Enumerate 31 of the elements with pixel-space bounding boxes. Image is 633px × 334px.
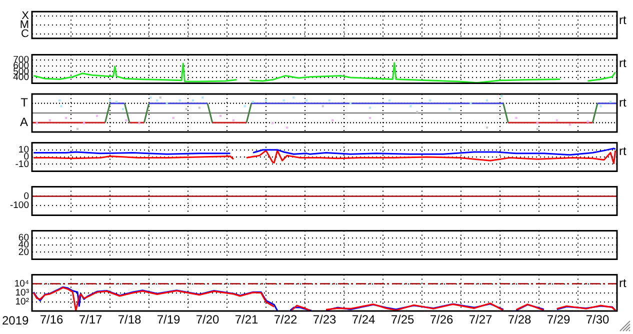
y-tick-label: 0 bbox=[24, 190, 29, 202]
text: rt bbox=[619, 144, 627, 158]
x-tick-label: 7/27 bbox=[468, 312, 492, 327]
x-tick-label: 7/30 bbox=[586, 312, 610, 327]
text: rt bbox=[619, 12, 627, 27]
x-tick-label: 7/17 bbox=[78, 312, 102, 327]
x-tick-label: 7/29 bbox=[546, 312, 570, 327]
x-axis-title: 2019 bbox=[2, 313, 30, 328]
y-tick-label: 10⁴ bbox=[14, 278, 29, 290]
category-label: C bbox=[21, 28, 29, 40]
x-tick-label: 7/24 bbox=[352, 312, 376, 327]
y-tick-label: 400 bbox=[13, 72, 29, 84]
text: rt bbox=[619, 276, 627, 290]
y-tick-label: -100 bbox=[10, 200, 29, 211]
x-tick-label: 7/21 bbox=[234, 312, 258, 327]
x-tick-label: 7/28 bbox=[508, 312, 532, 327]
y-tick-label: 10² bbox=[15, 296, 29, 308]
y-tick-label: 10³ bbox=[15, 287, 29, 298]
x-tick-label: 7/25 bbox=[390, 312, 414, 327]
text: rt bbox=[619, 95, 627, 110]
y-tick-label: -10 bbox=[15, 158, 29, 170]
x-tick-label: 7/19 bbox=[156, 312, 180, 327]
x-tick-label: 7/26 bbox=[430, 312, 454, 327]
x-tick-label: 7/23 bbox=[312, 312, 336, 327]
x-tick-label: 7/18 bbox=[118, 312, 142, 327]
x-tick-label: 7/20 bbox=[196, 312, 220, 327]
ref-line-label: A bbox=[20, 114, 28, 129]
x-tick-label: 7/16 bbox=[40, 312, 64, 327]
x-tick-label: 7/22 bbox=[274, 312, 298, 327]
ref-line-label: T bbox=[20, 96, 29, 110]
text: rt bbox=[619, 56, 627, 70]
